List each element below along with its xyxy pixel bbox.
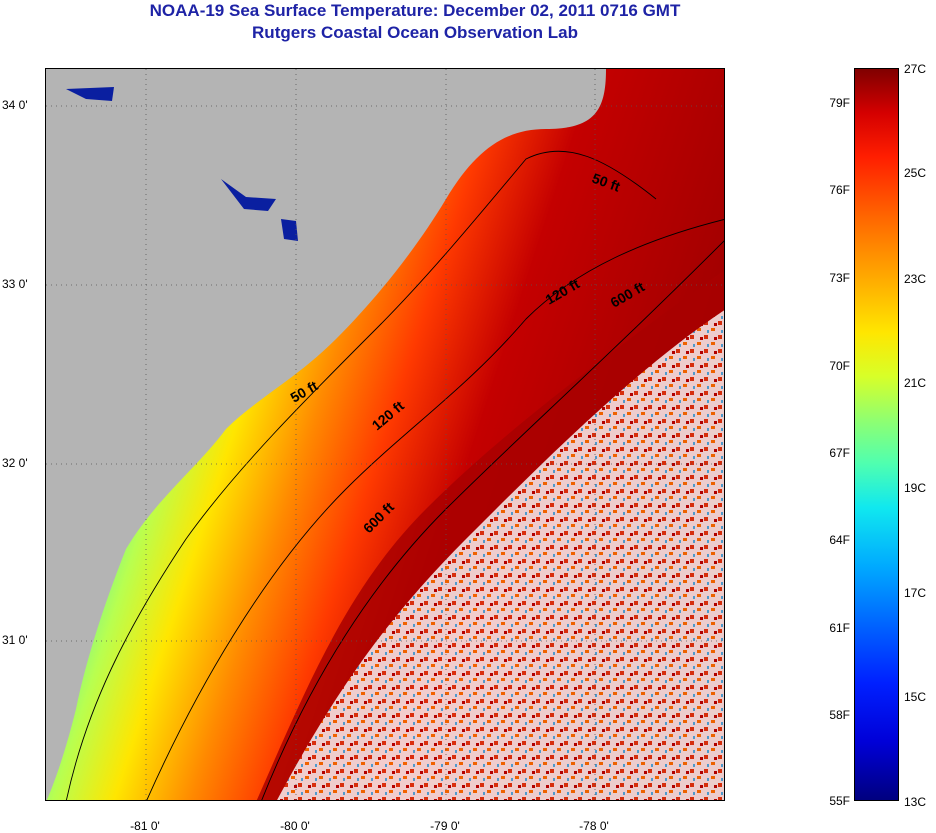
cloud-cover-area [277,310,724,800]
x-axis-label: -78 0' [579,819,609,833]
x-axis-label: -80 0' [280,819,310,833]
y-axis-label: 31 0' [2,633,28,647]
colorbar-c-label: 25C [904,166,927,180]
colorbar-c-label: 13C [904,795,927,809]
colorbar-f-label: 67F [829,446,850,460]
y-axis-label: 34 0' [2,98,28,112]
colorbar-f-label: 70F [829,359,850,373]
colorbar-f-label: 73F [829,271,850,285]
contour-600ft [261,240,724,800]
colorbar-c-label: 23C [904,272,927,286]
colorbar-f-label: 55F [829,794,850,808]
y-axis-label: 32 0' [2,456,28,470]
y-axis-label: 33 0' [2,277,28,291]
lake [281,219,298,241]
contour-50ft [65,150,657,800]
map-title: NOAA-19 Sea Surface Temperature: Decembe… [149,1,681,20]
colorbar-c-label: 15C [904,690,927,704]
sst-map: 50 ft 50 ft 120 ft 120 ft 600 ft 600 ft [45,68,725,801]
contour-120ft [146,219,724,800]
colorbar-f-label: 58F [829,708,850,722]
graticule [46,69,724,800]
lake [221,179,276,211]
colorbar-c-label: 27C [904,62,927,76]
map-subtitle: Rutgers Coastal Ocean Observation Lab [252,23,578,42]
temperature-colorbar [854,68,899,801]
x-axis-label: -79 0' [430,819,460,833]
colorbar-c-label: 21C [904,376,927,390]
colorbar-f-label: 76F [829,183,850,197]
colorbar-f-label: 79F [829,96,850,110]
lake [66,87,114,101]
sst-map-canvas: 50 ft 50 ft 120 ft 120 ft 600 ft 600 ft [46,69,724,800]
x-axis-label: -81 0' [130,819,160,833]
colorbar-f-label: 64F [829,533,850,547]
land-mass [46,69,606,800]
title-block: NOAA-19 Sea Surface Temperature: Decembe… [0,0,830,44]
colorbar-c-label: 17C [904,586,927,600]
colorbar-f-label: 61F [829,621,850,635]
colorbar-c-label: 19C [904,481,927,495]
